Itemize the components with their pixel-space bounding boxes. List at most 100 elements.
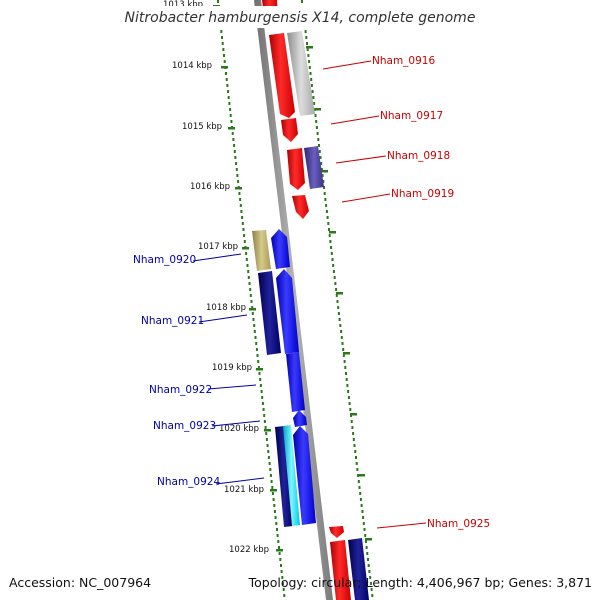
gene-label-nham-0919[interactable]: Nham_0919 xyxy=(391,188,454,200)
inner-ring-dot xyxy=(275,522,278,525)
inner-ring-dot xyxy=(233,144,236,147)
gene-nham-0916[interactable] xyxy=(269,33,295,118)
leader-nham-0925 xyxy=(376,522,427,529)
leader-nham-0921 xyxy=(198,314,248,323)
outer-ring-dot xyxy=(308,66,311,69)
kbp-major-tick xyxy=(321,170,328,173)
gene-label-nham-0916[interactable]: Nham_0916 xyxy=(372,55,435,67)
genome-summary: Topology: circular; Length: 4,406,967 bp… xyxy=(248,575,592,590)
inner-ring-dot xyxy=(276,528,278,531)
outer-ring-dot xyxy=(327,222,330,225)
kbp-label-1018: 1018 kbp xyxy=(206,303,246,313)
outer-ring-dot xyxy=(355,456,357,459)
outer-ring-dot xyxy=(330,252,333,255)
kbp-major-tick xyxy=(249,308,256,311)
gene-nham-0924-cyan[interactable] xyxy=(283,425,300,526)
outer-ring-dot xyxy=(322,180,325,183)
inner-ring-dot xyxy=(254,336,257,339)
inner-ring-dot xyxy=(256,354,259,357)
inner-ring-dot xyxy=(235,168,238,171)
outer-ring-dot xyxy=(336,300,339,303)
kbp-label-1021: 1021 kbp xyxy=(224,485,264,495)
inner-ring-dot xyxy=(279,558,282,561)
kbp-major-tick xyxy=(343,352,350,355)
gene-nham-0922[interactable] xyxy=(286,352,305,412)
outer-ring-dot xyxy=(333,276,336,279)
outer-ring-dot xyxy=(335,288,338,291)
outer-ring-dot xyxy=(364,540,367,543)
gene-navy-bottom[interactable] xyxy=(348,538,369,600)
outer-ring-dot xyxy=(326,216,329,219)
inner-ring-dot xyxy=(281,576,284,579)
outer-ring-dot xyxy=(356,468,359,471)
gene-label-nham-0920[interactable]: Nham_0920 xyxy=(133,254,196,266)
inner-ring-dot xyxy=(223,60,226,63)
gene-nham-0924-navy[interactable] xyxy=(275,426,293,527)
gene-blue-small[interactable] xyxy=(271,229,290,269)
gene-nham-0918[interactable] xyxy=(287,148,305,190)
outer-ring-dot xyxy=(371,594,374,597)
gene-nham-0921[interactable] xyxy=(258,271,281,355)
gene-blue-long[interactable] xyxy=(276,269,299,354)
gene-label-nham-0921[interactable]: Nham_0921 xyxy=(141,315,204,327)
outer-ring-dot xyxy=(348,402,351,405)
inner-ring-dot xyxy=(258,372,261,375)
gene-nham-0917[interactable] xyxy=(281,118,298,142)
outer-ring-dot xyxy=(353,444,356,447)
kbp-major-tick xyxy=(358,474,365,477)
inner-ring-dot xyxy=(257,366,260,369)
inner-ring-dot xyxy=(229,114,232,117)
inner-ring-dot xyxy=(262,408,265,411)
tick-rings xyxy=(213,0,374,597)
inner-ring-dot xyxy=(257,360,260,363)
inner-ring-dot xyxy=(233,150,236,153)
gene-nham-0925[interactable] xyxy=(329,526,344,538)
outer-ring-dot xyxy=(318,144,320,147)
gene-nham-0919[interactable] xyxy=(292,195,309,219)
inner-ring-dot xyxy=(221,36,223,39)
kbp-major-tick xyxy=(350,413,357,416)
gene-label-nham-0918[interactable]: Nham_0918 xyxy=(387,150,450,162)
outer-ring-dot xyxy=(315,126,318,129)
inner-ring-dot xyxy=(268,462,271,465)
gene-nham-0923[interactable] xyxy=(293,410,307,427)
inner-ring-dot xyxy=(273,504,276,507)
gene-label-nham-0922[interactable]: Nham_0922 xyxy=(149,384,212,396)
gene-nham-0920[interactable] xyxy=(252,230,271,271)
inner-ring-dot xyxy=(247,276,250,279)
kbp-label-1015: 1015 kbp xyxy=(182,122,222,132)
outer-ring-dot xyxy=(361,510,364,513)
inner-ring-dot xyxy=(225,72,227,75)
kbp-label-1019: 1019 kbp xyxy=(212,363,252,373)
outer-ring-dot xyxy=(364,534,367,537)
inner-ring-dot xyxy=(280,564,282,567)
gene-label-nham-0924[interactable]: Nham_0924 xyxy=(157,476,220,488)
outer-ring-dot xyxy=(343,360,346,363)
kbp-label-1016: 1016 kbp xyxy=(190,182,230,192)
outer-ring-dot xyxy=(330,246,333,249)
outer-ring-dot xyxy=(328,234,331,237)
gene-red-bottom[interactable] xyxy=(330,540,351,600)
kbp-label-1022: 1022 kbp xyxy=(229,545,269,555)
leader-nham-0922 xyxy=(207,384,257,390)
gene-label-nham-0917[interactable]: Nham_0917 xyxy=(380,110,443,122)
outer-ring-dot xyxy=(340,336,343,339)
outer-ring-dot xyxy=(347,390,350,393)
outer-ring-dot xyxy=(369,582,372,585)
gene-blue-lower[interactable] xyxy=(293,426,316,525)
gene-slate[interactable] xyxy=(304,146,324,189)
leader-nham-0919 xyxy=(341,193,391,203)
leader-nham-0923 xyxy=(211,420,261,427)
inner-ring-dot xyxy=(222,48,225,51)
inner-ring-dot xyxy=(248,282,251,285)
outer-ring-dot xyxy=(370,588,373,591)
inner-ring-dot xyxy=(260,390,263,393)
gene-label-nham-0925[interactable]: Nham_0925 xyxy=(427,518,490,530)
outer-ring-dot xyxy=(313,102,316,105)
gene-grey[interactable] xyxy=(287,31,315,116)
inner-ring-dot xyxy=(252,318,255,321)
outer-ring-dot xyxy=(310,78,313,81)
outer-ring-dot xyxy=(351,426,354,429)
gene-label-nham-0923[interactable]: Nham_0923 xyxy=(153,420,216,432)
outer-ring-dot xyxy=(316,132,319,135)
